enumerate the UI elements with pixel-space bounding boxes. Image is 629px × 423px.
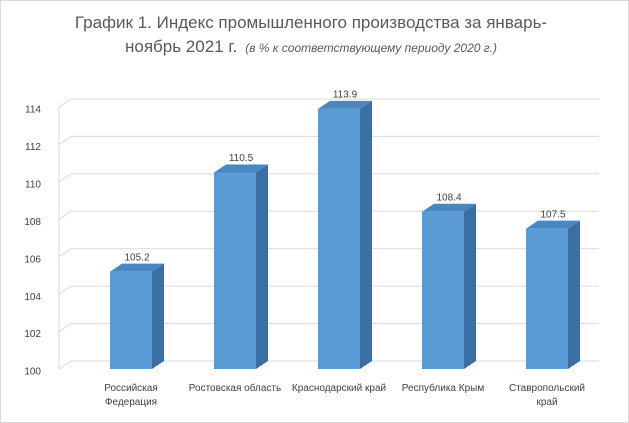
grid-line	[58, 173, 599, 183]
y-tick-label: 108	[24, 217, 41, 228]
chart-title-block: График 1. Индекс промышленного производс…	[61, 11, 561, 60]
chart-title: График 1. Индекс промышленного производс…	[74, 13, 548, 56]
bar	[110, 263, 164, 369]
bar-front	[526, 228, 568, 369]
bar-top	[214, 164, 268, 173]
bar-top	[318, 100, 372, 109]
y-tick-label: 110	[25, 179, 41, 190]
bar-top	[422, 203, 476, 212]
x-tick-label: Республика Крым	[401, 383, 485, 394]
y-tick-label: 112	[25, 142, 41, 153]
bar-front	[422, 211, 464, 369]
grid-line	[58, 135, 599, 145]
bar-side	[152, 263, 164, 369]
data-label: 110.5	[229, 153, 254, 164]
y-tick-label: 100	[24, 367, 41, 378]
bar	[422, 203, 476, 369]
grid-line	[58, 98, 599, 108]
x-tick-label: Краснодарский край	[291, 383, 387, 394]
data-label: 107.5	[540, 209, 565, 220]
bar-top	[110, 263, 164, 272]
bar-top	[526, 220, 580, 229]
bar-side	[256, 164, 268, 369]
bar	[526, 220, 580, 369]
bar-front	[214, 172, 256, 369]
data-label: 113.9	[333, 90, 358, 101]
data-label: 105.2	[124, 252, 149, 263]
bar	[318, 100, 372, 369]
bar	[214, 164, 268, 369]
data-label: 108.4	[436, 192, 461, 203]
bar-side	[360, 100, 372, 369]
bar-side	[568, 220, 580, 369]
bar-front	[318, 108, 360, 369]
bar-side	[464, 203, 476, 369]
x-tick-label: Российская Федерация	[104, 383, 158, 408]
y-tick-label: 114	[25, 105, 41, 116]
y-tick-label: 102	[24, 329, 41, 340]
chart-subtitle: (в % к соответствующему периоду 2020 г.)	[245, 41, 498, 55]
x-tick-label: Ставропольский край	[508, 383, 586, 408]
y-tick-label: 106	[24, 254, 41, 265]
x-tick-label: Ростовская область	[188, 383, 282, 394]
bar-front	[110, 271, 152, 369]
y-tick-label: 104	[24, 292, 41, 303]
